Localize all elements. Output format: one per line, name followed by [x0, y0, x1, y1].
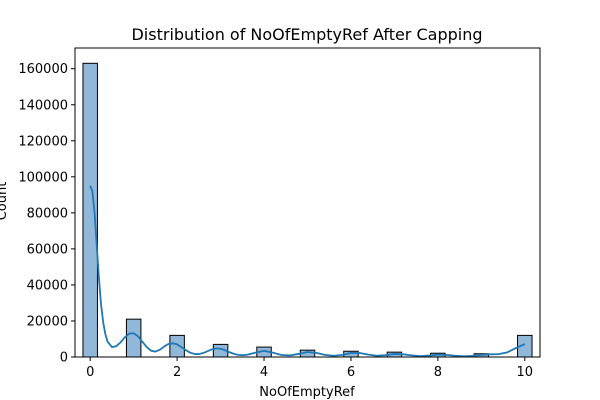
y-tick-label: 20000 [27, 314, 68, 329]
y-tick-label: 40000 [27, 278, 68, 293]
x-tick-label: 6 [347, 365, 355, 380]
y-tick-label: 60000 [27, 242, 68, 257]
chart-title: Distribution of NoOfEmptyRef After Cappi… [131, 25, 482, 44]
ticks-layer: 0 2 4 6 8 10 0 20000 40000 60000 80000 100000 120000… [18, 62, 533, 380]
y-tick-label: 160000 [18, 62, 68, 77]
y-tick-label: 0 [60, 351, 68, 366]
y-tick-label: 120000 [18, 134, 68, 149]
x-tick-label: 10 [517, 365, 534, 380]
x-tick-label: 4 [260, 365, 268, 380]
histogram-bar-0 [82, 62, 98, 358]
y-tick-label: 100000 [18, 170, 68, 185]
x-tick-label: 0 [86, 365, 94, 380]
y-tick-label: 140000 [18, 98, 68, 113]
axes-layer [74, 47, 541, 358]
kde-line [89, 185, 526, 358]
kde-layer [89, 185, 526, 358]
x-tick-label: 8 [434, 365, 442, 380]
y-tick-label: 80000 [27, 206, 68, 221]
bars-layer [82, 62, 533, 358]
x-axis-label: NoOfEmptyRef [259, 385, 355, 400]
plot-frame [74, 47, 541, 358]
y-axis-label: Count [0, 182, 10, 221]
histogram-bar-2 [169, 334, 185, 358]
x-tick-label: 2 [173, 365, 181, 380]
